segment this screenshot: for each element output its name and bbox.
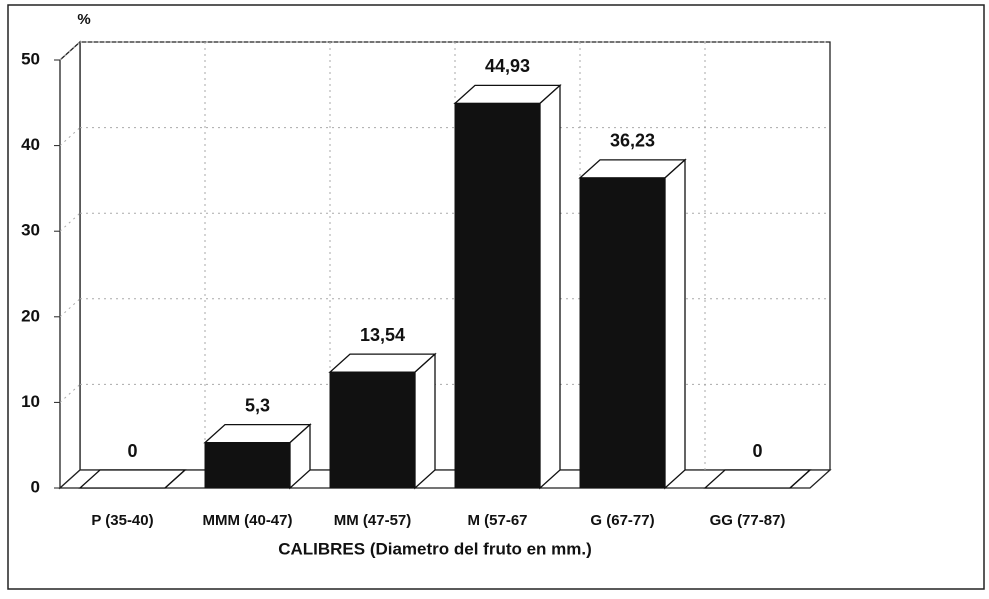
bar [579, 177, 666, 489]
grid-line [59, 127, 81, 146]
bar-side [539, 83, 561, 490]
grid-line [59, 41, 81, 61]
x-tick-label: G (67-77) [590, 512, 654, 529]
bar-side [164, 469, 186, 489]
value-label: 5,3 [245, 395, 270, 415]
y-tick-label: 0 [31, 477, 40, 496]
x-tick-label: GG (77-87) [710, 512, 786, 529]
y-tick-label: 40 [21, 135, 40, 154]
grid-line [59, 384, 81, 403]
x-tick-label: MM (47-57) [334, 512, 412, 529]
value-label: 0 [752, 441, 762, 461]
bar [454, 102, 541, 489]
y-tick-label: 20 [21, 306, 40, 325]
value-label: 44,93 [485, 56, 530, 76]
y-axis-label: % [77, 11, 90, 28]
bar-side [789, 469, 811, 489]
grid-line [59, 298, 81, 318]
x-tick-label: MMM (40-47) [202, 512, 292, 529]
x-tick-label: M (57-67 [467, 512, 527, 529]
y-tick-label: 30 [21, 221, 40, 240]
bar [329, 371, 416, 489]
x-tick-label: P (35-40) [91, 512, 153, 529]
value-label: 36,23 [610, 131, 655, 151]
bar-side [664, 158, 686, 490]
value-label: 13,54 [360, 325, 405, 345]
left-wall [59, 40, 81, 490]
y-tick-label: 50 [21, 49, 40, 68]
value-label: 0 [127, 441, 137, 461]
y-tick-label: 10 [21, 392, 40, 411]
bar [204, 442, 291, 489]
grid-line [59, 212, 81, 232]
bar-side [414, 352, 436, 490]
x-axis-label: CALIBRES (Diametro del fruto en mm.) [278, 539, 592, 558]
